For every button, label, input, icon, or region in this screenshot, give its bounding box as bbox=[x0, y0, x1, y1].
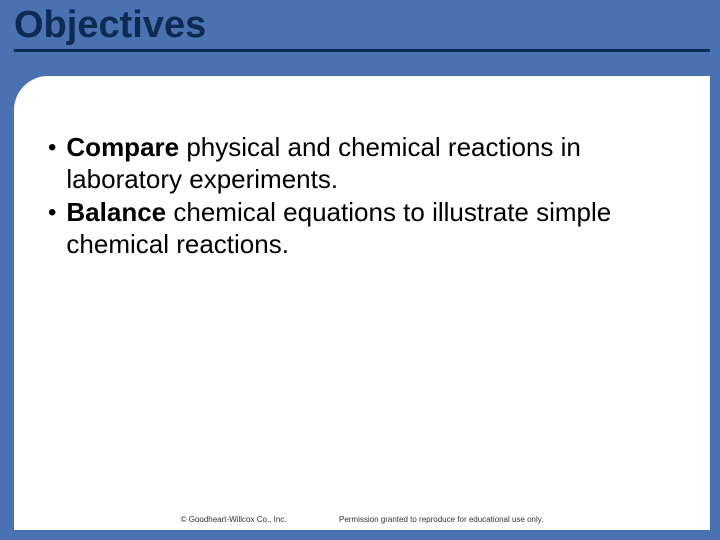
bullet-dot-icon: • bbox=[48, 197, 56, 228]
title-area: Objectives bbox=[0, 0, 720, 52]
bullet-bold: Balance bbox=[66, 197, 166, 227]
footer-permission: Permission granted to reproduce for educ… bbox=[339, 515, 543, 524]
page-title: Objectives bbox=[14, 4, 710, 52]
bullet-text: Balance chemical equations to illustrate… bbox=[66, 197, 664, 260]
list-item: • Balance chemical equations to illustra… bbox=[44, 197, 664, 260]
footer-copyright: © Goodheart-Willcox Co., Inc. bbox=[181, 515, 287, 524]
list-item: • Compare physical and chemical reaction… bbox=[44, 132, 664, 195]
footer: © Goodheart-Willcox Co., Inc. Permission… bbox=[14, 515, 710, 524]
content-panel: • Compare physical and chemical reaction… bbox=[14, 76, 710, 530]
bullet-text: Compare physical and chemical reactions … bbox=[66, 132, 664, 195]
bullet-bold: Compare bbox=[66, 132, 179, 162]
bullet-dot-icon: • bbox=[48, 132, 56, 163]
bullet-list: • Compare physical and chemical reaction… bbox=[44, 132, 664, 263]
